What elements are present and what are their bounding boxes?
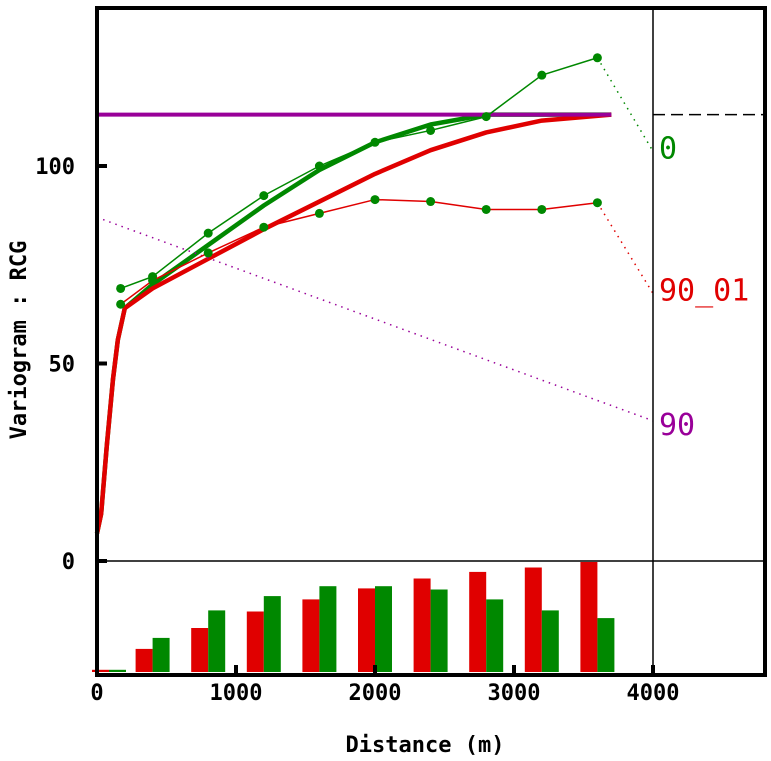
- label-leader-90-01: [596, 202, 654, 294]
- label-leader-0: [596, 57, 654, 152]
- experimental-point-90-01: [314, 208, 324, 218]
- experimental-point-0: [592, 53, 602, 63]
- histogram-bar-90-01: [135, 648, 153, 672]
- model-curve-90-01-model: [94, 112, 612, 534]
- series-label-0: 0: [659, 131, 677, 166]
- histogram-bar-90-01: [246, 611, 264, 672]
- experimental-point-0: [370, 137, 380, 147]
- experimental-point-0: [426, 125, 436, 135]
- y-tick-label: 50: [49, 353, 76, 378]
- histogram-bar-90-01: [413, 578, 431, 672]
- histogram-bar-0: [152, 637, 170, 672]
- histogram-bar-90-01: [358, 588, 375, 672]
- histogram-bar-0: [208, 610, 226, 672]
- experimental-point-0: [116, 283, 126, 293]
- histogram-bar-0: [430, 589, 448, 672]
- experimental-point-0: [259, 191, 269, 201]
- pair-count-histogram: [92, 562, 615, 672]
- experimental-point-0: [203, 228, 213, 238]
- series-label-90: 90: [659, 408, 695, 443]
- experimental-point-90-01: [259, 222, 269, 232]
- experimental-point-90-01: [592, 198, 602, 208]
- y-tick-label: 0: [62, 550, 75, 575]
- experimental-point-0: [537, 70, 547, 80]
- histogram-bar-90-01: [524, 567, 542, 672]
- experimental-point-90-01: [116, 299, 126, 309]
- histogram-bar-90-01: [469, 571, 487, 672]
- experimental-point-0: [481, 112, 491, 122]
- series-label-90-01: 90_01: [659, 273, 749, 308]
- experimental-line-90-01: [120, 198, 598, 305]
- histogram-bar-0: [597, 618, 615, 672]
- x-tick-label: 0: [90, 681, 103, 706]
- axis-ticks: 0 1000 2000 3000 4000 0 50 100: [35, 155, 679, 706]
- series-labels: 0 90_01 90: [659, 131, 749, 443]
- x-tick-label: 4000: [627, 681, 680, 706]
- experimental-point-90-01: [481, 204, 491, 214]
- experimental-point-90-01: [370, 195, 380, 205]
- histogram-bar-0: [541, 610, 559, 672]
- x-tick-label: 1000: [210, 681, 263, 706]
- histogram-bar-90-01: [92, 669, 109, 672]
- y-tick-label: 100: [35, 155, 75, 180]
- x-tick-label: 3000: [488, 681, 541, 706]
- histogram-bar-0: [319, 586, 337, 672]
- model-curve-0-model: [94, 112, 612, 534]
- histogram-bar-90-01: [191, 628, 209, 672]
- experimental-line-0: [120, 57, 598, 290]
- y-axis-label: Variogram : RCG: [7, 241, 32, 440]
- trend-line-90-trend: [96, 216, 654, 422]
- experimental-point-90-01: [537, 204, 547, 214]
- plot-frame: [95, 6, 767, 677]
- histogram-bar-90-01: [580, 562, 598, 672]
- x-axis-label: Distance (m): [346, 733, 505, 758]
- histogram-bar-0: [263, 596, 281, 672]
- experimental-point-0: [314, 161, 324, 171]
- histogram-bar-0: [486, 599, 504, 672]
- plot-border: [95, 6, 767, 677]
- model-curve-90: [95, 112, 612, 328]
- experimental-point-90-01: [148, 276, 158, 286]
- variogram-lines: [94, 53, 654, 534]
- x-tick-label: 2000: [349, 681, 402, 706]
- experimental-point-90-01: [426, 197, 436, 207]
- histogram-bar-0: [375, 586, 392, 672]
- histogram-bar-90-01: [302, 599, 320, 672]
- histogram-bar-0: [109, 669, 126, 672]
- experimental-point-90-01: [203, 248, 213, 258]
